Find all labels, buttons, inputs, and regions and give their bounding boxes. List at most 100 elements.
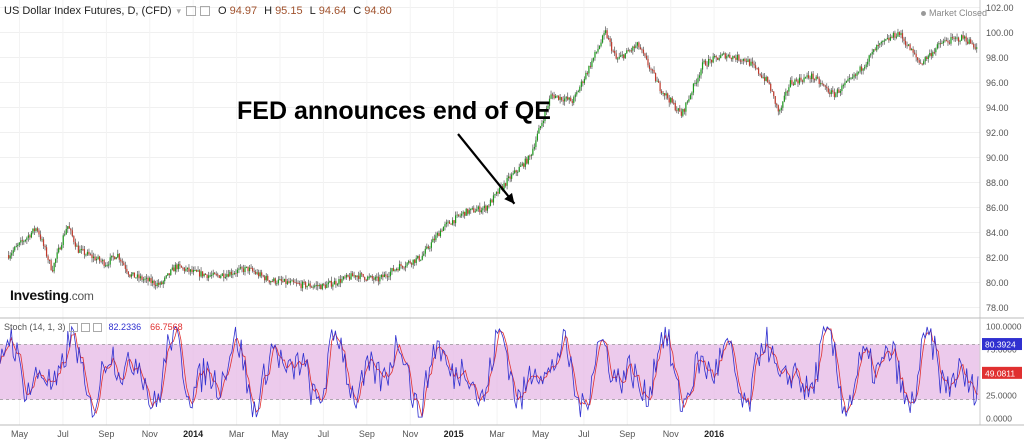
candle-202	[314, 283, 316, 289]
candle-body-82	[132, 272, 134, 275]
candle-body-142	[223, 273, 225, 278]
symbol-dropdown-icon[interactable]: ▾	[176, 5, 182, 16]
candle-409	[627, 47, 629, 52]
candle-54	[89, 252, 92, 256]
candle-body-258	[398, 264, 401, 271]
candle-body-318	[489, 199, 492, 206]
candle-body-342	[526, 158, 528, 164]
candle-583	[891, 35, 893, 39]
candle-body-578	[883, 40, 885, 42]
candle-444	[680, 108, 682, 118]
candle-306	[471, 206, 473, 211]
candle-407	[624, 53, 626, 59]
candle-227	[351, 271, 354, 277]
candle-401	[615, 49, 617, 60]
candle-body-257	[397, 268, 399, 271]
candle-body-462	[707, 59, 710, 66]
candle-473	[724, 52, 726, 60]
candle-80	[129, 274, 131, 278]
candle-body-143	[224, 276, 226, 278]
candle-body-372	[571, 101, 573, 103]
candle-383	[588, 65, 590, 78]
candle-body-472	[723, 53, 725, 55]
candle-body-209	[324, 284, 326, 289]
open-label: O	[218, 5, 227, 17]
stoch-remove-icon[interactable]	[92, 322, 102, 332]
candle-20	[38, 228, 40, 238]
candle-0	[8, 250, 10, 260]
stoch-settings-icon[interactable]	[68, 322, 78, 332]
candle-219	[339, 274, 342, 288]
candle-body-467	[715, 55, 717, 58]
candle-body-406	[623, 54, 625, 59]
candle-68	[111, 255, 113, 261]
candle-body-530	[811, 73, 813, 79]
candle-body-131	[206, 274, 208, 279]
candle-body-395	[606, 30, 608, 39]
candle-320	[492, 192, 495, 206]
candle-body-469	[718, 58, 720, 60]
candle-141	[221, 273, 223, 277]
candle-558	[853, 72, 855, 81]
candle-body-564	[862, 68, 864, 71]
candle-124	[195, 269, 198, 273]
candle-body-408	[626, 50, 628, 54]
candle-413	[633, 44, 635, 52]
candle-body-627	[957, 37, 960, 42]
candle-289	[445, 219, 448, 228]
candle-131	[206, 274, 208, 281]
candle-155	[242, 264, 245, 275]
candle-body-481	[736, 54, 738, 60]
candle-body-422	[647, 58, 649, 66]
candle-321	[494, 193, 496, 199]
candle-body-41	[70, 228, 72, 231]
candle-body-53	[88, 251, 90, 255]
candle-body-411	[630, 50, 632, 52]
candle-body-273	[421, 255, 423, 260]
time-tick-2: Sep	[98, 429, 114, 439]
candle-body-527	[806, 75, 808, 78]
candle-body-251	[388, 276, 390, 278]
hide-icon[interactable]	[200, 6, 211, 16]
candle-body-407	[624, 53, 626, 59]
candle-179	[279, 276, 281, 281]
candle-89	[142, 276, 145, 284]
candle-body-438	[671, 97, 673, 103]
candle-body-445	[682, 109, 684, 116]
candle-body-397	[609, 38, 611, 43]
candle-body-272	[420, 259, 422, 261]
candle-body-78	[126, 268, 128, 272]
candle-236	[365, 278, 367, 282]
candle-body-546	[835, 93, 837, 97]
candle-421	[645, 52, 648, 61]
candle-17	[33, 225, 36, 236]
candle-342	[526, 156, 528, 165]
candle-280	[432, 236, 434, 243]
candle-88	[141, 274, 143, 283]
candle-234	[362, 273, 364, 278]
candle-body-244	[377, 276, 379, 282]
candle-body-613	[936, 44, 938, 49]
candle-body-310	[477, 206, 479, 210]
candle-body-409	[627, 50, 629, 52]
stoch-hide-icon[interactable]	[80, 322, 90, 332]
candle-178	[277, 276, 279, 286]
candle-3	[12, 247, 14, 257]
candle-body-597	[912, 49, 914, 53]
candle-body-140	[220, 275, 222, 278]
candle-body-327	[503, 183, 505, 190]
candle-body-141	[221, 273, 223, 276]
candle-629	[960, 34, 963, 41]
candle-120	[189, 268, 192, 276]
settings-icon[interactable]	[186, 6, 197, 16]
candle-body-354	[544, 111, 546, 121]
candle-body-396	[608, 38, 610, 40]
candle-body-393	[603, 33, 605, 36]
candle-603	[921, 63, 923, 66]
candle-body-394	[604, 30, 607, 34]
candle-body-226	[350, 273, 352, 280]
candle-22	[41, 236, 43, 243]
candle-body-212	[329, 280, 331, 283]
candle-body-538	[823, 84, 825, 86]
candle-477	[730, 57, 732, 62]
